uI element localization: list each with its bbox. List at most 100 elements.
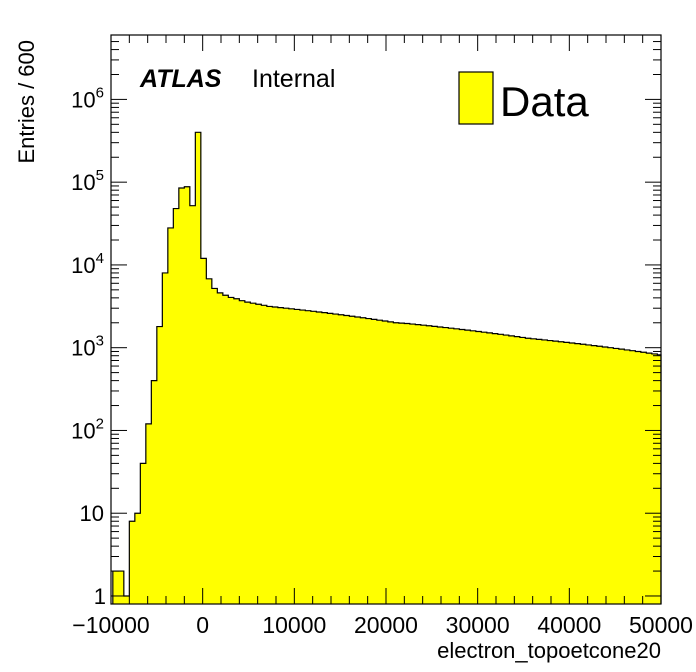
y-tick-label: 105 [71, 167, 104, 195]
histogram-bar [211, 288, 218, 604]
histogram-bar [239, 300, 246, 604]
histogram-bar [354, 316, 361, 604]
internal-label: Internal [252, 65, 335, 93]
histogram-bar [266, 306, 273, 604]
y-tick-label: 10 [80, 501, 104, 526]
histogram-bar [184, 186, 191, 605]
histogram-bar [591, 345, 598, 604]
histogram-bar [629, 350, 636, 604]
histogram-bar [371, 319, 378, 604]
histogram-outline [112, 131, 662, 604]
x-tick-label: 0 [196, 612, 209, 638]
histogram-bar [332, 314, 339, 604]
histogram-bar [519, 337, 526, 604]
axis-ticks [110, 34, 662, 604]
x-tick-label: 40000 [537, 612, 601, 638]
x-tick-label: 30000 [446, 612, 510, 638]
histogram-bar [299, 310, 306, 604]
histogram-bar [178, 188, 185, 604]
histogram-bar [426, 325, 433, 604]
histogram-bars [112, 132, 662, 605]
histogram-bar [376, 320, 383, 604]
histogram-bar [129, 521, 136, 604]
histogram-bar [536, 339, 543, 604]
histogram-bar [151, 380, 158, 604]
histogram-bar [140, 463, 147, 604]
histogram-bar [448, 328, 455, 604]
histogram-bar [481, 332, 488, 604]
histogram-bar [514, 336, 521, 604]
histogram-bar [420, 325, 427, 604]
atlas-label: ATLAS [139, 65, 222, 93]
histogram-bar [250, 303, 257, 604]
histogram-bar [437, 326, 444, 604]
histogram-bar [162, 272, 169, 604]
x-tick-label: 10000 [262, 612, 326, 638]
histogram-bar [580, 344, 587, 604]
histogram-bar [167, 227, 174, 605]
histogram-bar [442, 327, 449, 604]
histogram-bar [228, 297, 235, 604]
histogram-bar [602, 346, 609, 604]
histogram-bar [508, 335, 515, 604]
histogram-bar [552, 341, 559, 604]
histogram-bar [613, 348, 620, 604]
histogram-bar [316, 311, 323, 604]
histogram-bar [360, 317, 367, 604]
histogram-bar [569, 342, 576, 604]
histogram-bar [415, 324, 422, 604]
histogram-bar [640, 352, 647, 604]
y-tick-labels: 1 10 102 103 104 105 106 [71, 84, 106, 609]
histogram-bar [382, 321, 389, 604]
histogram-bar [596, 346, 603, 604]
histogram-bar [558, 341, 565, 604]
histogram-bar [294, 309, 301, 604]
histogram-bar [145, 423, 152, 604]
histogram-bar [618, 349, 625, 604]
y-axis-label: Entries / 600 [14, 40, 39, 164]
histogram-bar [409, 324, 416, 604]
histogram-bar [272, 307, 279, 604]
x-tick-label: −10000 [72, 612, 149, 638]
x-tick-label: 50000 [629, 612, 693, 638]
y-tick-label: 1 [94, 584, 106, 609]
histogram-bar [525, 338, 532, 604]
x-tick-labels: −10000 0 10000 20000 30000 40000 50000 [72, 612, 693, 638]
histogram-bar [492, 333, 499, 604]
histogram-bar [475, 331, 482, 604]
histogram-bar [310, 311, 317, 604]
histogram-bar [387, 321, 394, 604]
histogram-bar [112, 571, 119, 604]
histogram-bar [118, 571, 125, 604]
histogram-bar [255, 304, 262, 604]
histogram-bar [206, 278, 213, 604]
histogram-bar [530, 338, 537, 604]
y-tick-label: 103 [71, 333, 104, 361]
histogram-bar [563, 342, 570, 604]
histogram-bar [585, 344, 592, 604]
histogram-bar [283, 308, 290, 604]
histogram-bar [464, 330, 471, 604]
histogram-bar [404, 323, 411, 604]
histogram-bar [657, 354, 662, 604]
histogram-bar [321, 312, 328, 604]
histogram-bar [338, 314, 345, 604]
histogram-bar [431, 326, 438, 604]
legend: Data [458, 71, 589, 125]
histogram-bar [470, 330, 477, 604]
histogram-bar [547, 340, 554, 604]
legend-swatch-data [458, 71, 494, 125]
histogram-bar [398, 323, 405, 604]
histogram-bar [222, 295, 229, 604]
histogram-bar [217, 292, 224, 604]
histogram-bar [173, 208, 180, 604]
histogram-bar [393, 322, 400, 604]
histogram-bar [327, 313, 334, 604]
histogram-bar [635, 351, 642, 604]
histogram-bar [607, 347, 614, 604]
histogram-bar [156, 326, 163, 604]
histogram-bar [244, 302, 251, 604]
histogram-bar [134, 513, 141, 604]
histogram-bar [305, 310, 312, 604]
